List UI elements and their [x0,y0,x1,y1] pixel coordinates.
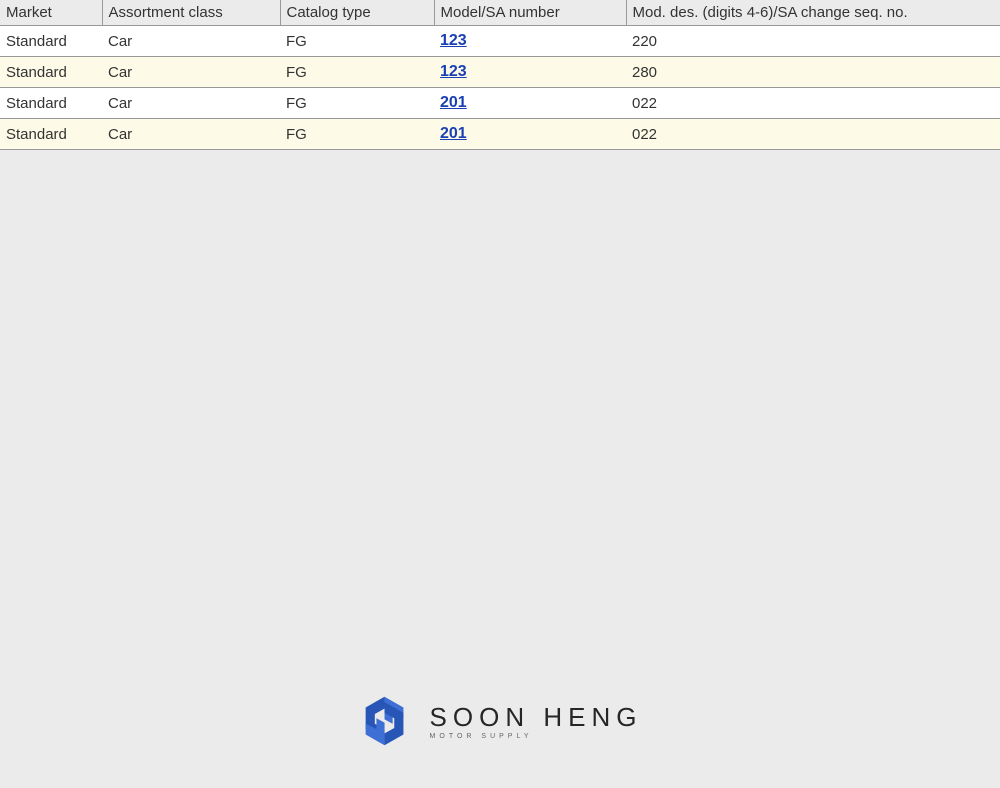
table-row: Standard Car FG 123 280 [0,57,1000,88]
cell-assortment-class: Car [102,26,280,57]
column-header-model-sa-number[interactable]: Model/SA number [434,0,626,26]
column-header-market[interactable]: Market [0,0,102,26]
cell-mod-des: 022 [626,88,1000,119]
logo-text-sub: MOTOR SUPPLY [430,733,643,740]
table-row: Standard Car FG 201 022 [0,88,1000,119]
cell-catalog-type: FG [280,57,434,88]
model-sa-number-link[interactable]: 123 [440,63,467,80]
cell-assortment-class: Car [102,88,280,119]
cell-mod-des: 022 [626,119,1000,150]
cell-catalog-type: FG [280,119,434,150]
cell-market: Standard [0,57,102,88]
cell-assortment-class: Car [102,57,280,88]
logo-text-main: SOON HENG [430,702,643,733]
cell-catalog-type: FG [280,26,434,57]
table-row: Standard Car FG 123 220 [0,26,1000,57]
cell-market: Standard [0,119,102,150]
column-header-catalog-type[interactable]: Catalog type [280,0,434,26]
brand-logo: SOON HENG MOTOR SUPPLY [358,694,643,748]
cell-market: Standard [0,26,102,57]
model-sa-number-link[interactable]: 123 [440,32,467,49]
soon-heng-logo-icon [358,694,412,748]
table-row: Standard Car FG 201 022 [0,119,1000,150]
model-sa-number-link[interactable]: 201 [440,125,467,142]
cell-assortment-class: Car [102,119,280,150]
cell-mod-des: 280 [626,57,1000,88]
cell-catalog-type: FG [280,88,434,119]
column-header-mod-des[interactable]: Mod. des. (digits 4-6)/SA change seq. no… [626,0,1000,26]
cell-mod-des: 220 [626,26,1000,57]
model-sa-number-link[interactable]: 201 [440,94,467,111]
column-header-assortment-class[interactable]: Assortment class [102,0,280,26]
cell-market: Standard [0,88,102,119]
table-header-row: Market Assortment class Catalog type Mod… [0,0,1000,26]
parts-catalog-table: Market Assortment class Catalog type Mod… [0,0,1000,150]
logo-text: SOON HENG MOTOR SUPPLY [430,702,643,740]
